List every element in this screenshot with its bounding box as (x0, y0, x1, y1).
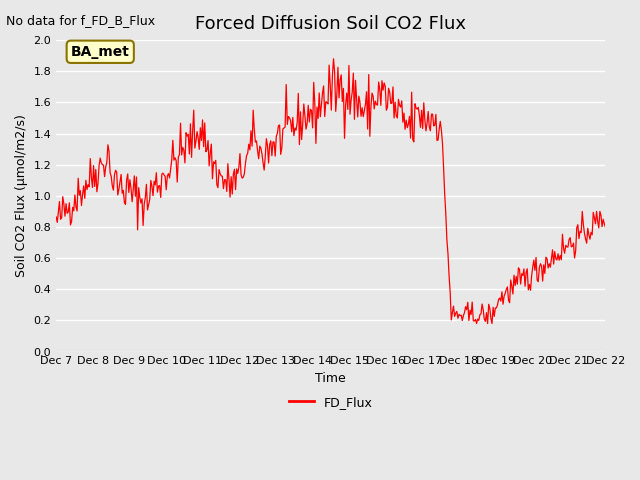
X-axis label: Time: Time (316, 372, 346, 385)
Legend: FD_Flux: FD_Flux (284, 391, 378, 414)
Text: BA_met: BA_met (71, 45, 130, 59)
Text: No data for f_FD_B_Flux: No data for f_FD_B_Flux (6, 14, 156, 27)
Y-axis label: Soil CO2 Flux (μmol/m2/s): Soil CO2 Flux (μmol/m2/s) (15, 114, 28, 277)
Title: Forced Diffusion Soil CO2 Flux: Forced Diffusion Soil CO2 Flux (195, 15, 467, 33)
